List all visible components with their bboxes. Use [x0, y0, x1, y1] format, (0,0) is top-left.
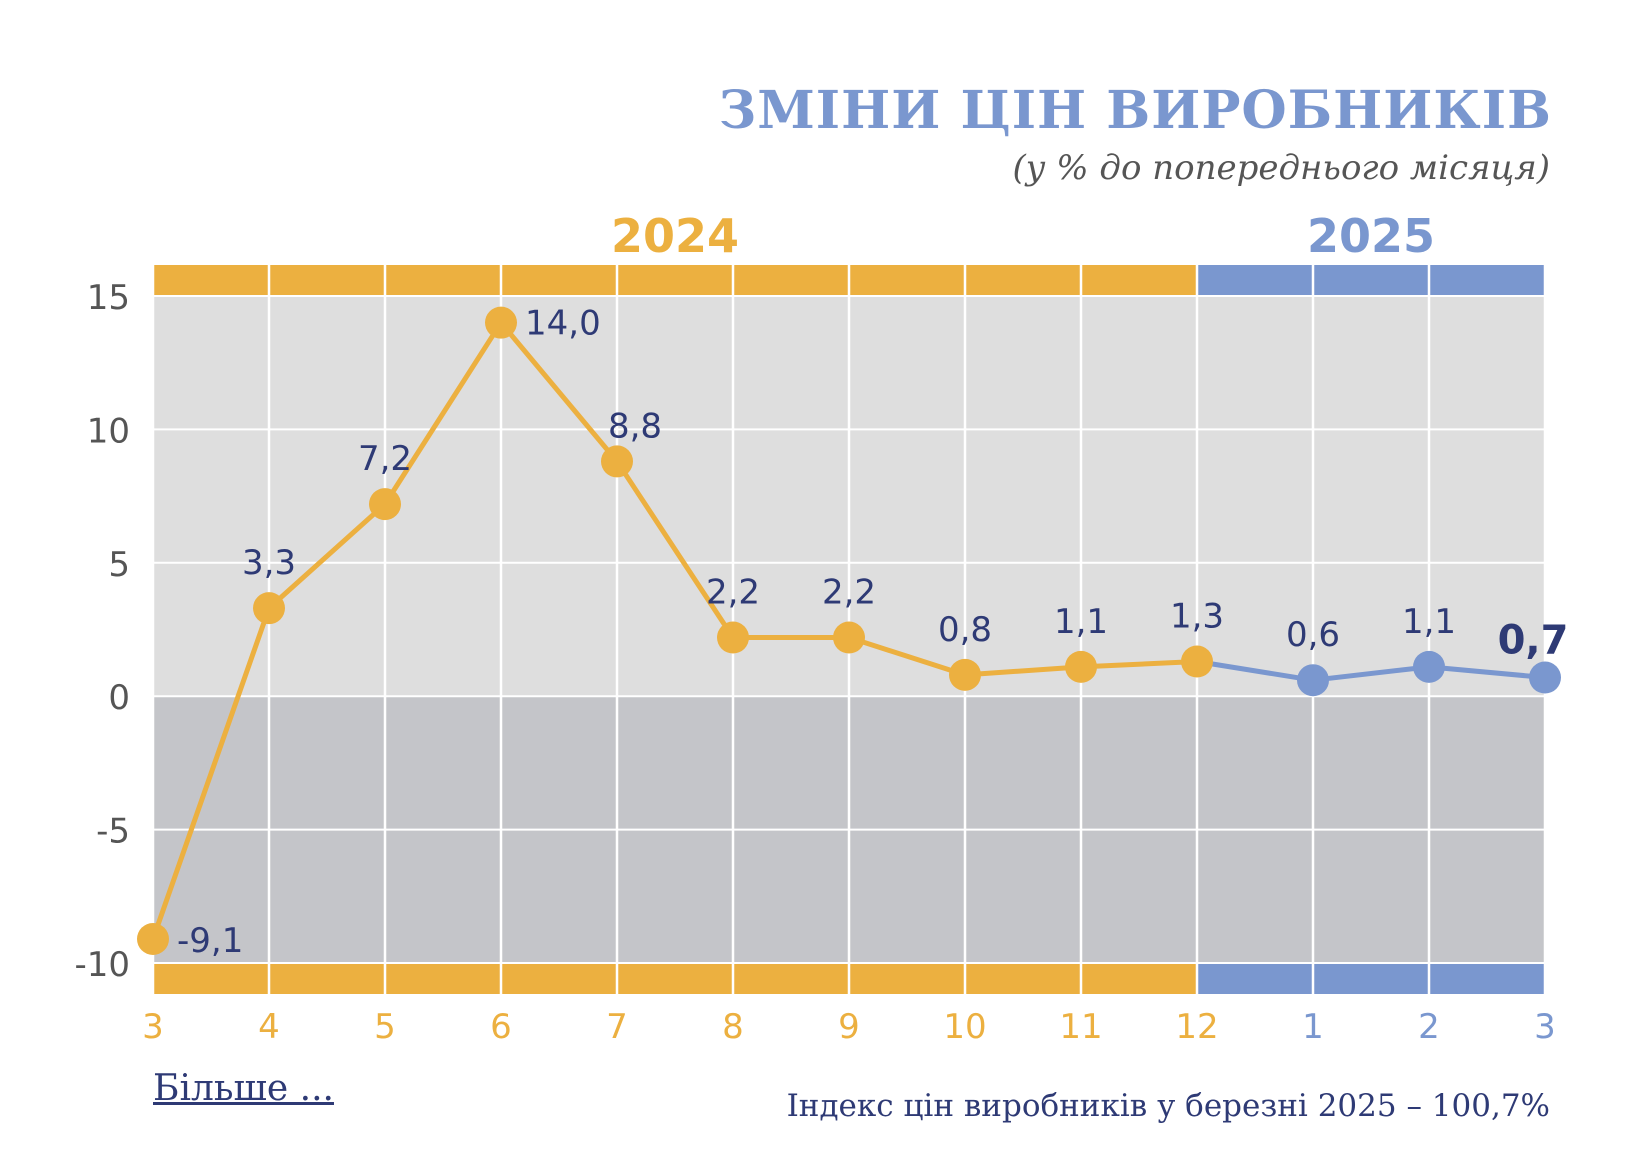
year-label: 2025: [1307, 209, 1435, 263]
data-label: 14,0: [525, 304, 601, 344]
data-point: [717, 621, 749, 654]
chart-title: ЗМІНИ ЦІН ВИРОБНИКІВ: [718, 80, 1552, 141]
data-label: 3,3: [242, 543, 296, 583]
data-label: 1,1: [1054, 602, 1108, 642]
data-point: [1297, 664, 1329, 697]
series-line-2024: [150, 320, 1198, 940]
x-tick-label: 3: [142, 1007, 164, 1047]
x-tick-label: 10: [943, 1007, 986, 1047]
data-point: [833, 621, 865, 654]
data-label: 1,3: [1170, 597, 1224, 637]
data-label: -9,1: [177, 921, 243, 961]
x-tick-label: 6: [490, 1007, 512, 1047]
data-point: [601, 445, 633, 478]
data-label: 0,7: [1498, 618, 1569, 664]
year-band-bottom-2025: [1197, 963, 1545, 994]
x-tick-label: 7: [606, 1007, 628, 1047]
data-point: [1529, 661, 1561, 694]
series-line-2025: [1196, 659, 1546, 683]
data-label: 0,8: [938, 610, 992, 650]
chart-subtitle: (у % до попереднього місяця): [1012, 148, 1550, 188]
year-label: 2024: [611, 209, 739, 263]
year-band-top-2024: [153, 265, 1197, 296]
y-tick-label: 5: [108, 545, 130, 585]
data-label: 8,8: [608, 406, 662, 446]
data-label: 0,6: [1286, 615, 1340, 655]
x-tick-label: 2: [1418, 1007, 1440, 1047]
data-point: [253, 592, 285, 625]
x-tick-label: 5: [374, 1007, 396, 1047]
data-point: [369, 488, 401, 521]
x-tick-label: 1: [1302, 1007, 1324, 1047]
year-band-bottom-2024: [153, 963, 1197, 994]
y-tick-label: -10: [74, 945, 130, 985]
data-label: 7,2: [358, 439, 412, 479]
data-label: 1,1: [1402, 602, 1456, 642]
data-label: 2,2: [706, 573, 760, 613]
y-tick-label: 15: [87, 278, 130, 318]
x-tick-label: 4: [258, 1007, 280, 1047]
y-tick-label: -5: [96, 812, 130, 852]
y-tick-label: 10: [87, 411, 130, 451]
x-tick-label: 12: [1175, 1007, 1218, 1047]
data-point: [137, 922, 169, 955]
data-label: 2,2: [822, 573, 876, 613]
index-summary-note: Індекс цін виробників у березні 2025 – 1…: [786, 1088, 1550, 1124]
x-tick-label: 9: [838, 1007, 860, 1047]
data-point: [1065, 650, 1097, 683]
data-point: [1181, 645, 1213, 678]
x-tick-label: 8: [722, 1007, 744, 1047]
data-point: [949, 658, 981, 691]
data-point: [1413, 650, 1445, 683]
data-point: [485, 306, 517, 339]
x-tick-label: 3: [1534, 1007, 1556, 1047]
year-band-top-2025: [1197, 265, 1545, 296]
y-tick-label: 0: [108, 678, 130, 718]
more-link[interactable]: Більше ...: [153, 1068, 334, 1109]
x-tick-label: 11: [1059, 1007, 1102, 1047]
